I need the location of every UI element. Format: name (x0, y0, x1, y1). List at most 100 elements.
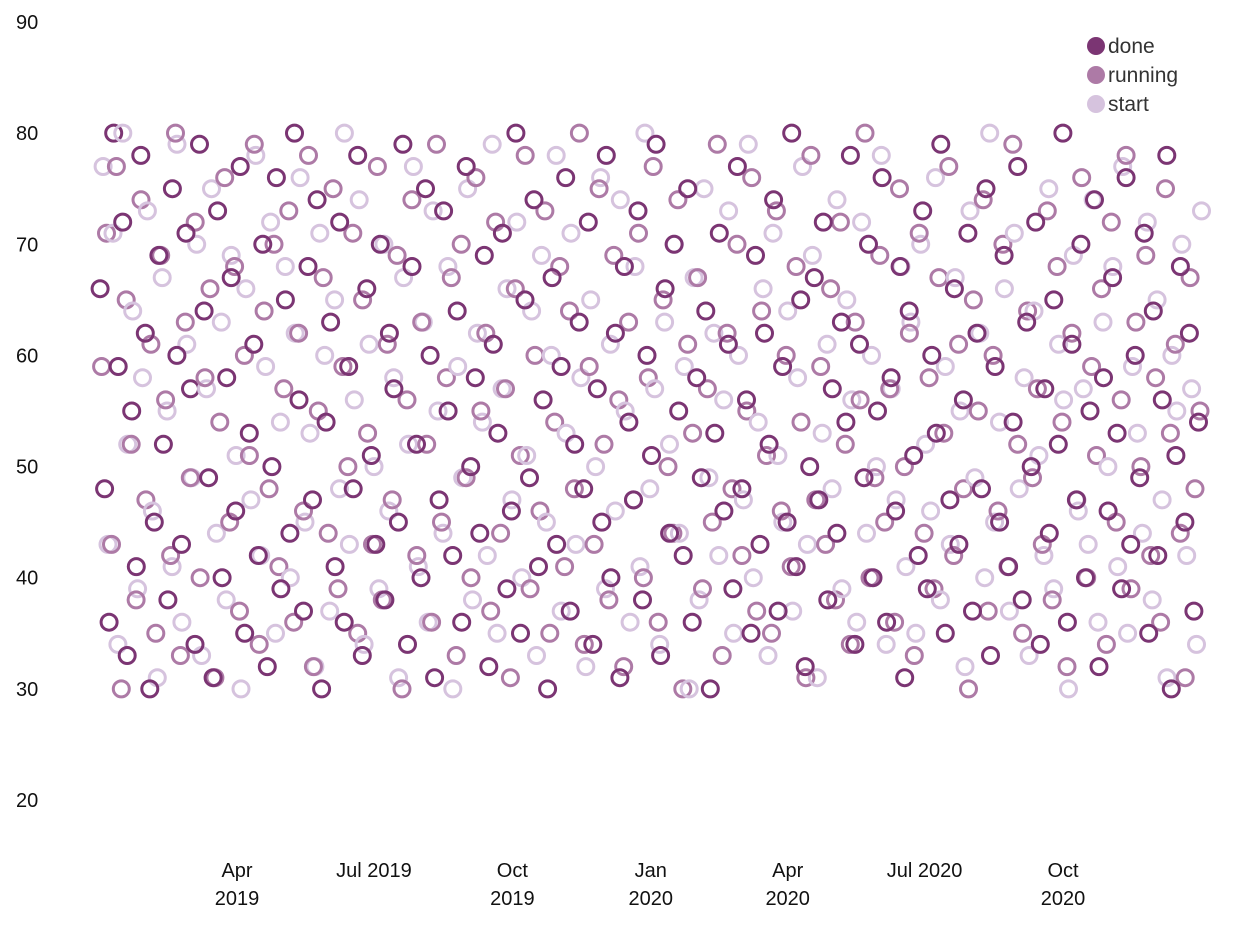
point-start (300, 423, 320, 443)
point-done (398, 634, 417, 654)
point-done (266, 168, 286, 188)
point-done (1157, 145, 1177, 165)
point-start (1162, 345, 1182, 365)
point-start (1147, 290, 1167, 310)
point-running (190, 568, 210, 588)
point-running (210, 412, 230, 432)
point-start (448, 357, 468, 376)
point-done (162, 179, 182, 199)
legend-label-start: start (1108, 93, 1149, 116)
point-start (344, 390, 364, 410)
point-running (678, 334, 698, 354)
point-running (269, 557, 289, 577)
point-start (443, 679, 463, 699)
point-running (801, 145, 821, 165)
point-start (197, 379, 216, 399)
point-done (1048, 434, 1068, 454)
x-axis: Apr 2019 Jul 2019 Oct 2019 Jan 2020 Apr 2020 Jul … (215, 860, 1086, 910)
point-start (906, 623, 926, 643)
point-start (463, 590, 482, 610)
point-done (994, 245, 1014, 265)
point-start (364, 457, 384, 477)
point-done (429, 490, 449, 510)
point-start (620, 612, 640, 632)
point-done (316, 412, 336, 432)
y-tick-label: 50 (16, 457, 38, 479)
point-start (591, 168, 611, 188)
point-start (857, 523, 876, 543)
point-start (896, 557, 916, 577)
point-done (217, 368, 237, 388)
point-running (1101, 212, 1121, 232)
point-start (438, 257, 458, 276)
point-start (596, 579, 615, 599)
point-start (1177, 546, 1197, 565)
point-done (628, 201, 648, 221)
point-start (1123, 357, 1142, 376)
point-start (748, 412, 768, 432)
x-tick-label-year: 2020 (1041, 888, 1086, 910)
point-running (564, 479, 584, 499)
y-tick-label: 30 (16, 679, 38, 701)
point-running (697, 379, 717, 399)
point-running (441, 268, 461, 288)
point-done (859, 234, 878, 254)
point-done (764, 190, 784, 210)
point-done (131, 145, 151, 165)
point-done (746, 245, 765, 265)
point-running (811, 357, 831, 376)
point-start (758, 646, 778, 665)
point-done (646, 134, 666, 154)
point-done (357, 279, 377, 299)
point-start (157, 401, 177, 421)
point-running (993, 234, 1013, 254)
point-done (782, 123, 802, 143)
point-done (434, 201, 454, 221)
point-start (842, 390, 862, 410)
point-running (412, 312, 432, 332)
point-running (417, 434, 437, 454)
point-done (660, 523, 680, 543)
point-running (707, 134, 727, 154)
point-done (158, 590, 178, 610)
point-running (1151, 612, 1171, 632)
point-done (1003, 412, 1023, 432)
point-start (1054, 390, 1074, 410)
point-done (610, 668, 630, 688)
point-start (581, 290, 601, 310)
point-start (866, 457, 886, 477)
point-done (578, 212, 598, 232)
point-done (651, 646, 671, 665)
point-done (1044, 290, 1064, 310)
point-start (389, 668, 409, 688)
y-tick-label: 80 (16, 123, 38, 145)
point-done (108, 357, 128, 376)
point-running (1185, 479, 1205, 499)
point-done (447, 301, 467, 321)
point-done (402, 257, 422, 276)
point-start (226, 446, 246, 465)
point-done (596, 145, 616, 165)
point-done (280, 523, 300, 543)
point-running (259, 479, 279, 499)
point-done (226, 501, 246, 521)
point-done (1057, 612, 1077, 632)
point-done (737, 390, 756, 410)
point-start (802, 245, 822, 265)
point-start (901, 312, 921, 332)
point-running (225, 257, 245, 276)
point-start (797, 534, 817, 554)
point-start (778, 301, 798, 321)
point-running (688, 268, 708, 288)
point-done (601, 568, 621, 588)
point-done (1143, 301, 1163, 321)
point-done (172, 534, 191, 554)
point-done (669, 401, 689, 421)
y-tick-label: 20 (16, 790, 38, 812)
point-running (954, 479, 973, 499)
point-done (569, 312, 589, 332)
point-start (103, 223, 123, 243)
point-done (140, 679, 160, 699)
point-start (1014, 368, 1034, 388)
